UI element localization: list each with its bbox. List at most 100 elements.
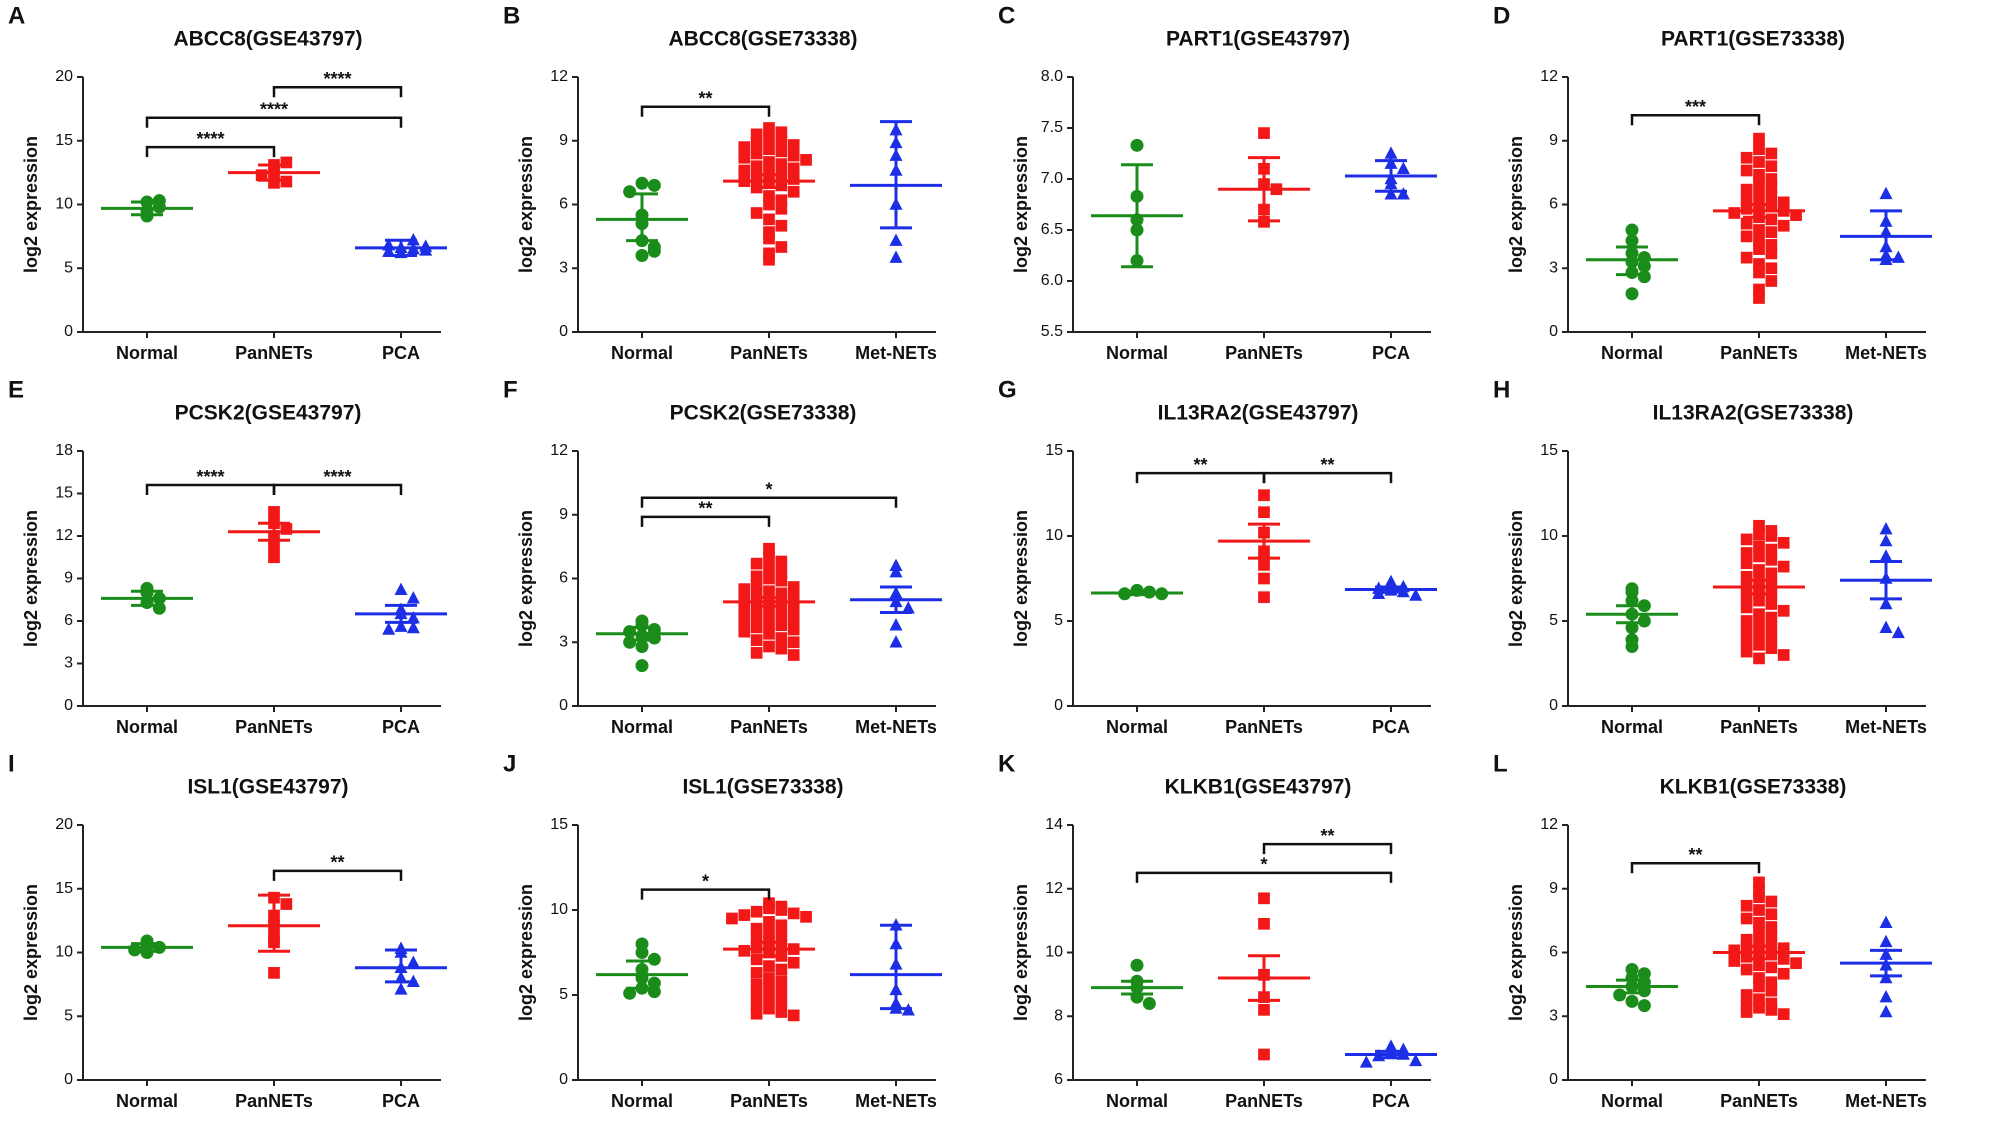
data-point	[1409, 1053, 1423, 1067]
y-tick-label: 9	[1549, 132, 1558, 149]
data-point	[1765, 948, 1778, 961]
data-point	[763, 542, 775, 555]
y-tick-label: 20	[55, 68, 73, 85]
data-point	[1740, 615, 1753, 627]
x-tick-label: Normal	[1601, 343, 1663, 363]
data-point	[750, 978, 763, 991]
data-point	[1637, 999, 1651, 1013]
data-point	[775, 619, 788, 632]
data-point	[1613, 988, 1627, 1002]
y-tick-label: 12	[55, 527, 73, 544]
data-point	[775, 202, 788, 215]
data-point	[763, 562, 775, 574]
y-tick-label: 15	[55, 132, 73, 149]
panel-title: ABCC8(GSE43797)	[173, 28, 362, 51]
data-point	[1740, 557, 1753, 570]
x-tick-label: PCA	[382, 1091, 420, 1111]
data-point	[647, 178, 661, 192]
y-tick-label: 0	[64, 1071, 73, 1088]
x-tick-label: PanNETs	[1225, 343, 1303, 363]
significance-label: ****	[260, 100, 288, 120]
data-point	[750, 160, 763, 173]
y-tick-label: 0	[64, 697, 73, 714]
data-point	[726, 912, 738, 925]
x-tick-label: PanNETs	[1225, 1091, 1303, 1111]
panel-title: ISL1(GSE43797)	[187, 776, 348, 799]
data-point	[1130, 138, 1144, 152]
y-axis-label: log2 expression	[21, 884, 41, 1021]
data-point	[1740, 547, 1753, 559]
data-point	[889, 564, 903, 578]
data-point	[1790, 209, 1802, 221]
data-point	[775, 919, 788, 932]
data-point	[152, 601, 166, 615]
data-point	[1753, 993, 1765, 1006]
data-point	[406, 591, 420, 604]
data-point	[750, 999, 763, 1012]
data-point	[775, 598, 788, 610]
significance-bracket	[145, 116, 403, 128]
data-point	[1384, 1039, 1398, 1052]
data-point	[787, 139, 800, 151]
data-point	[623, 635, 637, 649]
data-point	[1765, 1004, 1778, 1016]
y-tick-label: 3	[64, 655, 73, 672]
data-point	[763, 551, 775, 564]
panel: K KLKB1(GSE43797) log2 expression 6 8 10 12 14 N…	[998, 750, 1437, 1111]
data-point	[889, 233, 903, 246]
x-tick-label: Normal	[1106, 717, 1168, 737]
x-tick-label: PCA	[1372, 717, 1410, 737]
data-point	[1765, 530, 1778, 542]
data-point	[1753, 258, 1765, 270]
y-tick-label: 10	[55, 944, 73, 961]
panel: E PCSK2(GSE43797) log2 expression 0 3 6 9 12 15 1…	[8, 376, 447, 737]
data-point	[1258, 917, 1270, 930]
data-point	[1625, 640, 1639, 653]
panel-letter: B	[503, 2, 520, 29]
data-point	[787, 956, 800, 969]
y-axis-label: log2 expression	[1011, 136, 1031, 273]
y-tick-label: 0	[559, 1071, 568, 1088]
data-point	[635, 946, 649, 959]
panel: I ISL1(GSE43797) log2 expression 0 5 10 15 20 No…	[8, 750, 447, 1111]
data-point	[1879, 934, 1893, 948]
data-point	[750, 557, 763, 570]
y-tick-label: 0	[559, 697, 568, 714]
y-tick-label: 5	[1054, 612, 1063, 629]
data-point	[1740, 194, 1753, 207]
data-point	[1258, 127, 1270, 139]
data-point	[775, 566, 788, 578]
data-point	[1740, 570, 1753, 583]
data-point	[1777, 560, 1790, 573]
data-point	[1765, 908, 1778, 921]
data-point	[775, 939, 788, 952]
y-tick-label: 15	[55, 880, 73, 897]
data-point	[763, 190, 775, 202]
data-point	[775, 975, 788, 988]
data-point	[1753, 540, 1765, 553]
significance-bracket	[272, 869, 403, 881]
data-point	[1625, 223, 1639, 237]
data-point	[763, 226, 775, 238]
panel: G IL13RA2(GSE43797) log2 expression 0 5 10 15 N…	[998, 376, 1437, 737]
data-point	[1753, 652, 1765, 665]
data-point	[775, 241, 788, 253]
data-point	[1753, 132, 1765, 145]
data-point	[1879, 522, 1893, 535]
y-tick-label: 20	[55, 816, 73, 833]
data-point	[623, 185, 637, 199]
data-point	[1879, 533, 1893, 547]
data-point	[1765, 213, 1778, 226]
data-point	[1625, 594, 1639, 608]
panel: H IL13RA2(GSE73338) log2 expression 0 5 10 15 N…	[1493, 376, 1932, 737]
data-point	[738, 141, 751, 153]
significance-bracket	[272, 85, 403, 98]
x-tick-label: PanNETs	[1720, 343, 1798, 363]
data-point	[268, 967, 280, 979]
data-point	[1753, 876, 1765, 889]
data-point	[750, 953, 763, 966]
data-point	[775, 963, 788, 976]
data-point	[1765, 632, 1778, 644]
significance-bracket	[1262, 842, 1393, 855]
